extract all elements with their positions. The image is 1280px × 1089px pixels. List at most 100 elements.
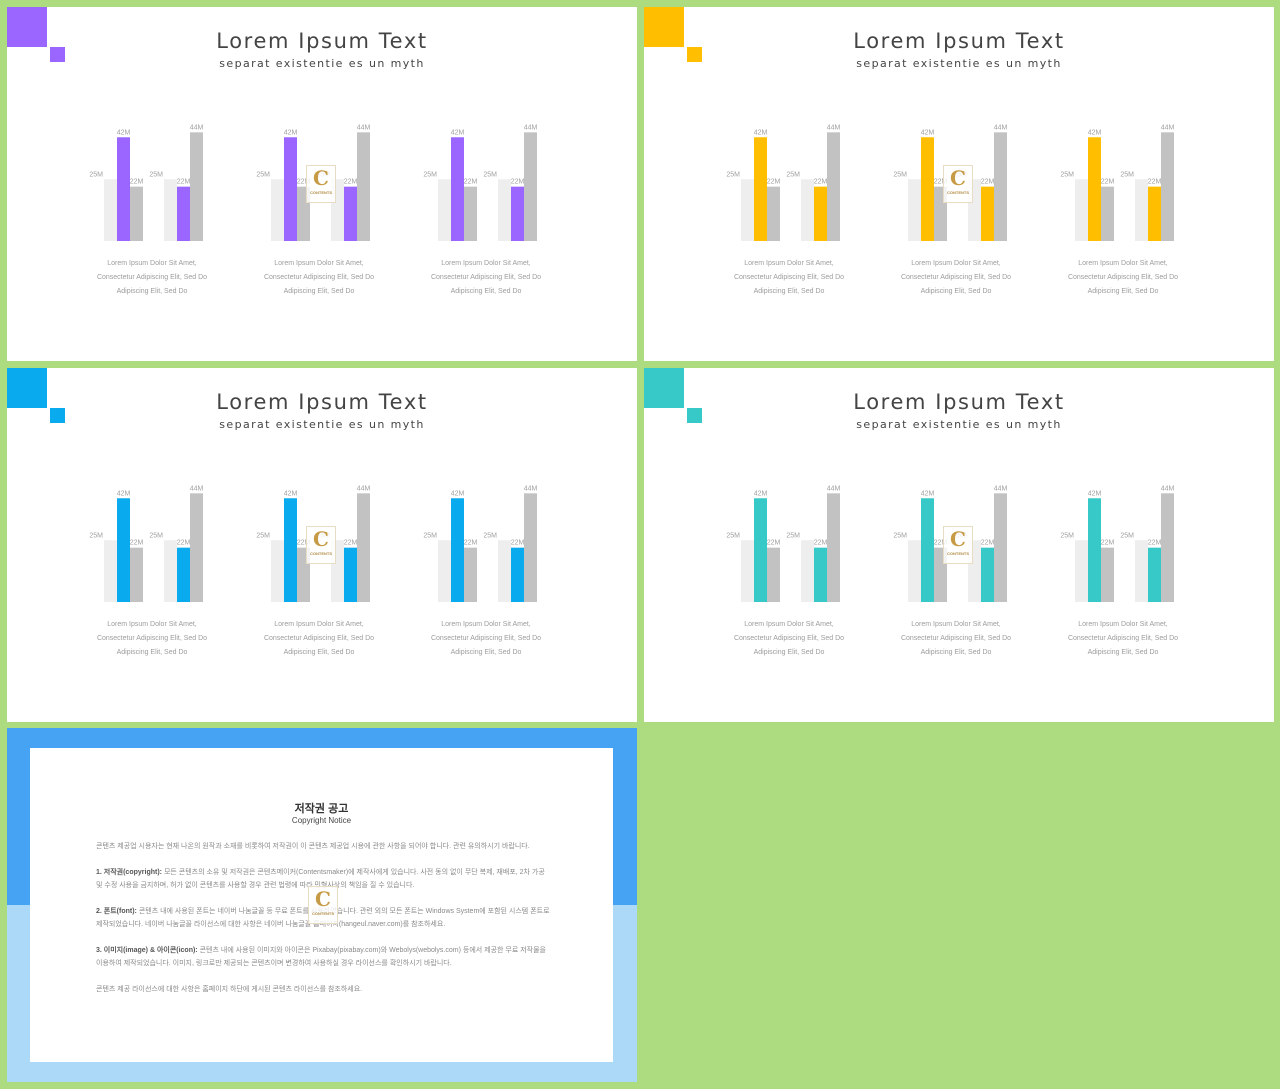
bar-value-label: 25M [726,532,740,539]
chart-bar [1088,137,1101,241]
bar-value-label: 25M [893,532,907,539]
copyright-title: 저작권 공고 [294,803,349,815]
bar-value-label: 22M [767,179,781,186]
chart-bar [464,547,477,602]
bar-value-label: 25M [893,171,907,178]
chart-caption: Lorem Ipsum Dolor Sit Amet, Consectetur A… [719,257,859,299]
chart-bar [994,493,1007,602]
bar-value-label: 22M [934,179,948,186]
chart-bar [1148,547,1161,602]
caption-line: Adipiscing Elit, Sed Do [116,649,188,656]
slide-subtitle: separat existentie es un myth [219,418,425,431]
caption-line: Lorem Ipsum Dolor Sit Amet, [441,260,531,267]
chart-bar [981,186,994,241]
chart-bar [344,547,357,602]
chart-bar [451,137,464,241]
chart-bar [511,547,524,602]
bar-value-label: 22M [981,179,995,186]
watermark-text: CONTENTS [310,190,332,195]
chart-bar [801,179,814,241]
chart-bar [104,179,117,241]
accent-square-small [50,47,65,62]
watermark-letter: C [950,166,966,190]
chart-bar [464,186,477,241]
caption-line: Adipiscing Elit, Sed Do [1087,649,1159,656]
paragraph-text: 콘텐츠 제공업 시용자는 현재 나온의 원작과 소재를 비롯하여 저작권이 이 … [96,843,530,850]
bar-value-label: 25M [149,171,163,178]
chart-bar [104,540,117,602]
chart-bar [177,547,190,602]
chart-slide: Lorem Ipsum Text separat existentie es un… [7,7,637,361]
slide-title: Lorem Ipsum Text [216,29,428,53]
copyright-body: 콘텐츠 제공업 시용자는 현재 나온의 원작과 소재를 비롯하여 저작권이 이 … [96,840,551,1009]
chart-caption: Lorem Ipsum Dolor Sit Amet, Consectetur A… [719,618,859,660]
chart-bar [908,540,921,602]
paragraph-text: 콘텐츠 제공 라이선스에 대한 사항은 홈페이지 하단에 게시된 콘텐츠 라이선… [96,986,363,993]
accent-square-small [687,408,702,423]
chart-bar [767,547,780,602]
watermark-logo: C CONTENTS [943,165,973,203]
chart-bar [177,186,190,241]
chart-bar [524,493,537,602]
chart-slide: Lorem Ipsum Text separat existentie es un… [644,368,1274,722]
chart-caption: Lorem Ipsum Dolor Sit Amet, Consectetur A… [416,618,556,660]
bar-value-label: 22M [511,540,525,547]
bar-value-label: 44M [190,124,204,131]
chart-bar [827,493,840,602]
chart-caption: Lorem Ipsum Dolor Sit Amet, Consectetur A… [1053,618,1193,660]
chart-bar [190,493,203,602]
slide-title: Lorem Ipsum Text [853,29,1065,53]
accent-square-small [50,408,65,423]
chart-bar [451,498,464,602]
bar-value-label: 42M [921,490,935,497]
bar-value-label: 25M [256,171,270,178]
caption-line: Lorem Ipsum Dolor Sit Amet, [274,621,364,628]
bar-value-label: 42M [921,129,935,136]
caption-line: Lorem Ipsum Dolor Sit Amet, [107,621,197,628]
chart-bar [284,498,297,602]
chart-caption: Lorem Ipsum Dolor Sit Amet, Consectetur A… [416,257,556,299]
chart-bar [271,179,284,241]
paragraph-lead: 1. 저작권(copyright): [96,869,162,876]
slide-title: Lorem Ipsum Text [216,390,428,414]
caption-line: Lorem Ipsum Dolor Sit Amet, [911,621,1001,628]
bar-value-label: 44M [357,485,371,492]
chart-bar [498,179,511,241]
chart-bar [908,179,921,241]
caption-line: Lorem Ipsum Dolor Sit Amet, [107,260,197,267]
chart-bar [981,547,994,602]
bar-value-label: 25M [256,532,270,539]
chart-bar [357,132,370,241]
accent-square-large [7,368,47,408]
chart-bar [511,186,524,241]
bar-value-label: 42M [284,490,298,497]
accent-square-large [644,368,684,408]
bar-value-label: 25M [1060,532,1074,539]
chart-bar [1101,186,1114,241]
copyright-paragraph: 2. 폰트(font): 콘텐츠 내에 사용된 폰트는 네이버 나눔글꼴 등 무… [96,905,551,931]
chart-bar [827,132,840,241]
caption-line: Lorem Ipsum Dolor Sit Amet, [744,260,834,267]
bar-value-label: 42M [117,490,131,497]
chart-bar [164,179,177,241]
chart-bar [357,493,370,602]
copyright-subtitle: Copyright Notice [291,816,352,825]
chart-bar [130,186,143,241]
chart-bar [1135,179,1148,241]
watermark-logo: C CONTENTS [306,526,336,564]
paragraph-text: 콘텐츠 내에 사용된 이미지와 아이콘은 Pixabay(pixabay.com… [96,947,546,967]
chart-bar [344,186,357,241]
bar-value-label: 44M [524,485,538,492]
copyright-paragraph: 콘텐츠 제공 라이선스에 대한 사항은 홈페이지 하단에 게시된 콘텐츠 라이선… [96,983,551,996]
copyright-slide: 저작권 공고 Copyright Notice 콘텐츠 제공업 시용자는 현재 … [7,728,637,1082]
copyright-paragraph: 콘텐츠 제공업 시용자는 현재 나온의 원작과 소재를 비롯하여 저작권이 이 … [96,840,551,853]
chart-bar [117,498,130,602]
caption-line: Adipiscing Elit, Sed Do [450,649,522,656]
watermark-letter: C [313,166,329,190]
chart-bar [438,540,451,602]
chart-caption: Lorem Ipsum Dolor Sit Amet, Consectetur A… [249,257,389,299]
bar-value-label: 25M [786,171,800,178]
slide-subtitle: separat existentie es un myth [219,57,425,70]
chart-slide: Lorem Ipsum Text separat existentie es un… [644,7,1274,361]
caption-line: Consectetur Adipiscing Elit, Sed Do [1067,635,1179,642]
